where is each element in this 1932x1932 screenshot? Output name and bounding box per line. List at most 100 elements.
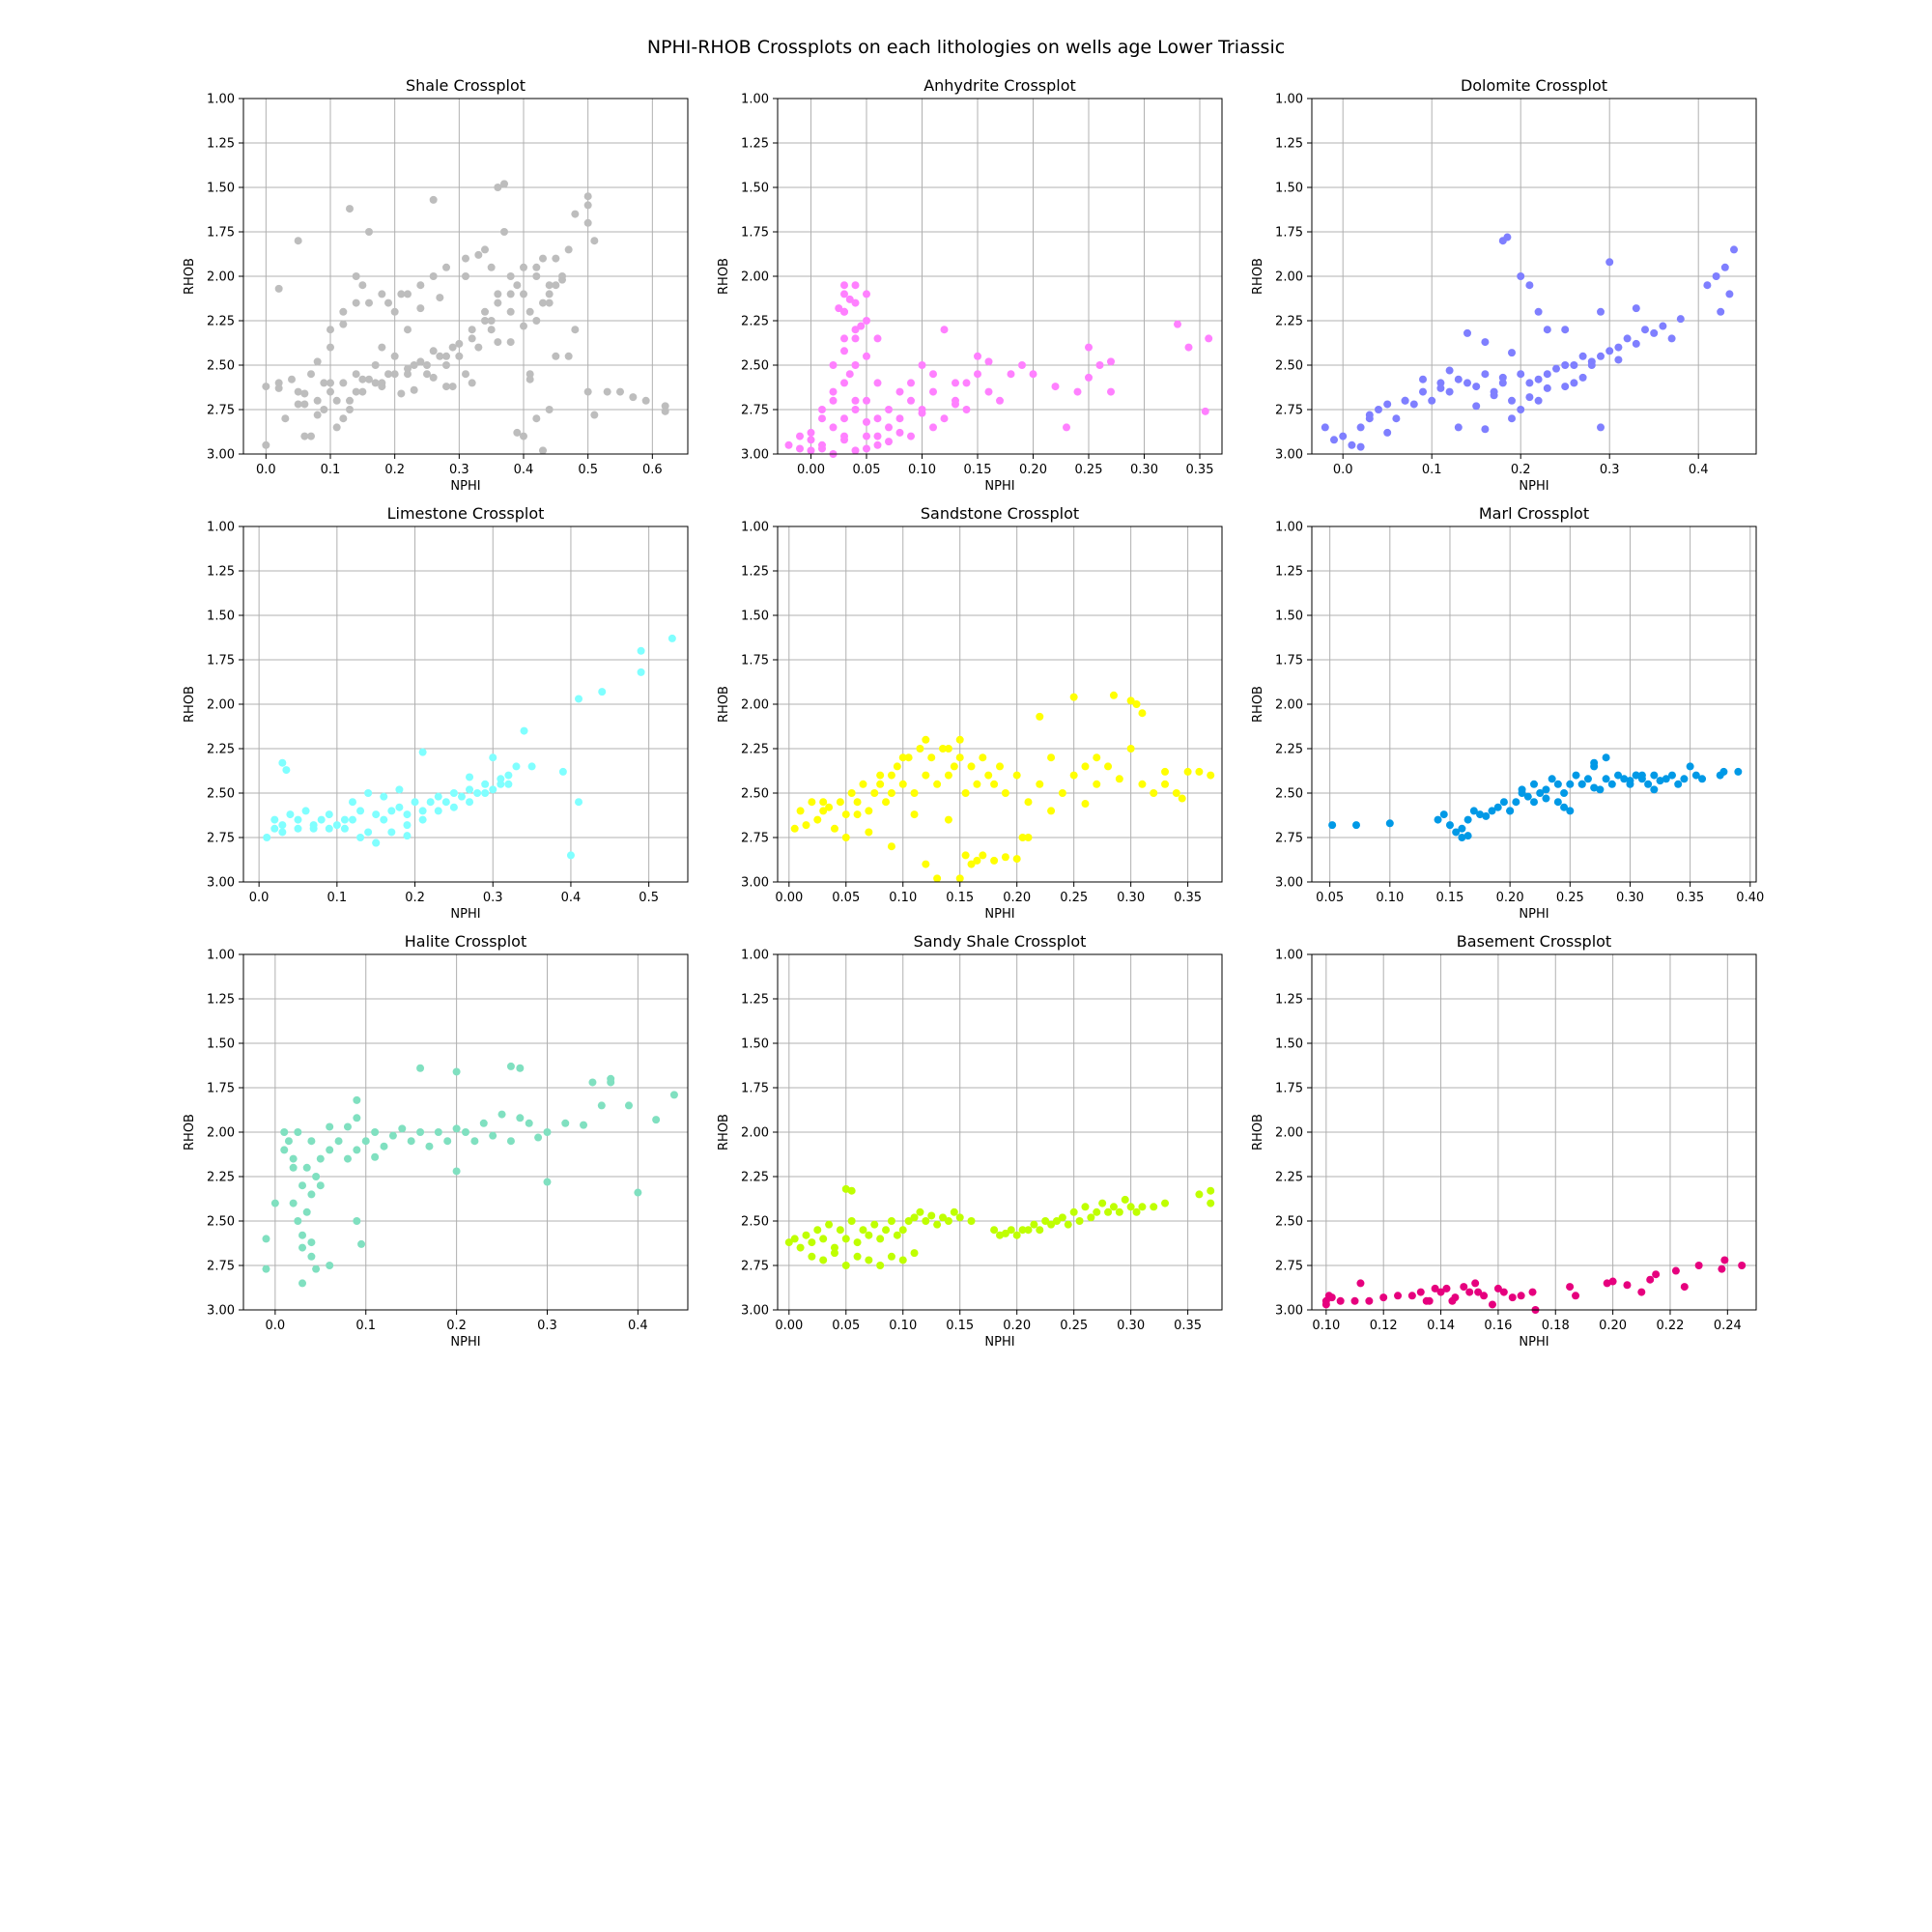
scatter-point — [1676, 315, 1685, 324]
scatter-point — [441, 798, 450, 807]
scatter-point — [598, 688, 607, 696]
scatter-point — [571, 326, 580, 334]
scatter-point — [481, 317, 489, 325]
scatter-point — [1578, 373, 1587, 382]
scatter-point — [1608, 1277, 1617, 1286]
scatter-point — [1488, 807, 1496, 815]
x-tick-label: 0.30 — [1130, 463, 1158, 477]
y-tick-label: 3.00 — [741, 448, 769, 463]
scatter-point — [910, 1249, 919, 1258]
x-tick-label: 0.25 — [1556, 891, 1584, 905]
scatter-point — [1725, 290, 1734, 298]
scatter-point — [996, 762, 1004, 771]
scatter-point — [1517, 272, 1525, 280]
scatter-point — [929, 387, 937, 396]
scatter-point — [940, 414, 949, 423]
scatter-point — [898, 1226, 907, 1235]
scatter-point — [583, 387, 592, 396]
scatter-point — [784, 1238, 793, 1247]
scatter-point — [603, 387, 611, 396]
scatter-point — [539, 298, 547, 307]
scatter-point — [1126, 696, 1135, 705]
scatter-point — [1566, 780, 1575, 788]
scatter-point — [907, 432, 915, 440]
x-tick-label: 0.3 — [537, 1319, 557, 1333]
y-tick-label: 2.50 — [1275, 359, 1303, 374]
scatter-point — [500, 228, 508, 236]
scatter-point — [973, 780, 981, 788]
y-axis-label: RHOB — [1251, 686, 1265, 723]
scatter-point — [802, 821, 810, 830]
y-tick-label: 2.00 — [1275, 1126, 1303, 1141]
scatter-point — [863, 317, 870, 325]
scatter-point — [1201, 407, 1209, 415]
scatter-point — [1024, 1226, 1033, 1235]
scatter-point — [1469, 807, 1478, 815]
scatter-point — [1517, 406, 1525, 413]
scatter-point — [1691, 771, 1700, 780]
scatter-point — [481, 307, 489, 316]
y-tick-label: 2.25 — [741, 1171, 769, 1185]
y-tick-label: 1.50 — [207, 182, 235, 196]
scatter-point — [340, 824, 349, 833]
scatter-point — [1517, 1292, 1525, 1300]
scatter-point — [294, 237, 302, 245]
scatter-point — [836, 1226, 844, 1235]
x-tick-label: 0.22 — [1656, 1319, 1684, 1333]
x-axis-label: NPHI — [984, 907, 1014, 922]
scatter-point — [418, 815, 427, 824]
scatter-point — [1383, 400, 1392, 409]
scatter-points — [784, 1184, 1215, 1269]
scatter-point — [487, 326, 496, 334]
scatter-point — [397, 389, 406, 398]
scatter-point — [1161, 767, 1170, 776]
scatter-point — [922, 1217, 930, 1225]
y-tick-label: 2.00 — [741, 698, 769, 713]
scatter-point — [853, 1238, 862, 1247]
scatter-point — [1590, 783, 1599, 792]
shale-crossplot: 0.0 0.1 0.2 0.3 0.4 0.5 0.6 1.00 1.25 1.50 1.75 2.0… — [183, 76, 689, 494]
scatter-point — [830, 1243, 838, 1252]
scatter-point — [301, 807, 310, 815]
scatter-point — [1093, 1208, 1101, 1216]
scatter-point — [282, 766, 291, 775]
scatter-point — [876, 1235, 885, 1243]
scatter-point — [1416, 1288, 1425, 1296]
scatter-point — [1720, 1256, 1729, 1264]
y-tick-label: 3.00 — [741, 876, 769, 891]
scatter-point — [1662, 775, 1670, 783]
scatter-point — [558, 767, 567, 776]
scatter-point — [796, 432, 804, 440]
y-tick-label: 3.00 — [1275, 876, 1303, 891]
scatter-point — [1512, 798, 1520, 807]
scatter-point — [1107, 387, 1115, 396]
y-tick-label: 1.25 — [207, 993, 235, 1008]
scatter-point — [1138, 1203, 1147, 1211]
scatter-point — [1530, 780, 1538, 788]
panel-title: Basement Crossplot — [1457, 932, 1611, 951]
y-tick-label: 1.00 — [741, 93, 769, 107]
scatter-point — [497, 1110, 506, 1119]
scatter-point — [967, 860, 976, 868]
scatter-point — [979, 851, 987, 860]
scatter-point — [1109, 691, 1118, 699]
scatter-point — [403, 821, 412, 830]
scatter-point — [829, 396, 838, 405]
scatter-point — [1503, 233, 1512, 242]
scatter-point — [307, 432, 315, 440]
scatter-point — [845, 370, 854, 379]
scatter-point — [841, 1262, 850, 1269]
scatter-point — [332, 396, 341, 405]
scatter-point — [466, 798, 474, 807]
scatter-point — [813, 1226, 822, 1235]
scatter-point — [819, 798, 828, 807]
scatter-point — [898, 780, 907, 788]
scatter-point — [952, 400, 959, 409]
x-tick-label: 0.12 — [1370, 1319, 1398, 1333]
scatter-point — [1490, 391, 1498, 400]
y-tick-label: 1.50 — [741, 610, 769, 624]
scatter-point — [1508, 1293, 1517, 1302]
scatter-point — [1109, 1203, 1118, 1211]
scatter-point — [1328, 821, 1337, 830]
scatter-point — [984, 387, 993, 396]
